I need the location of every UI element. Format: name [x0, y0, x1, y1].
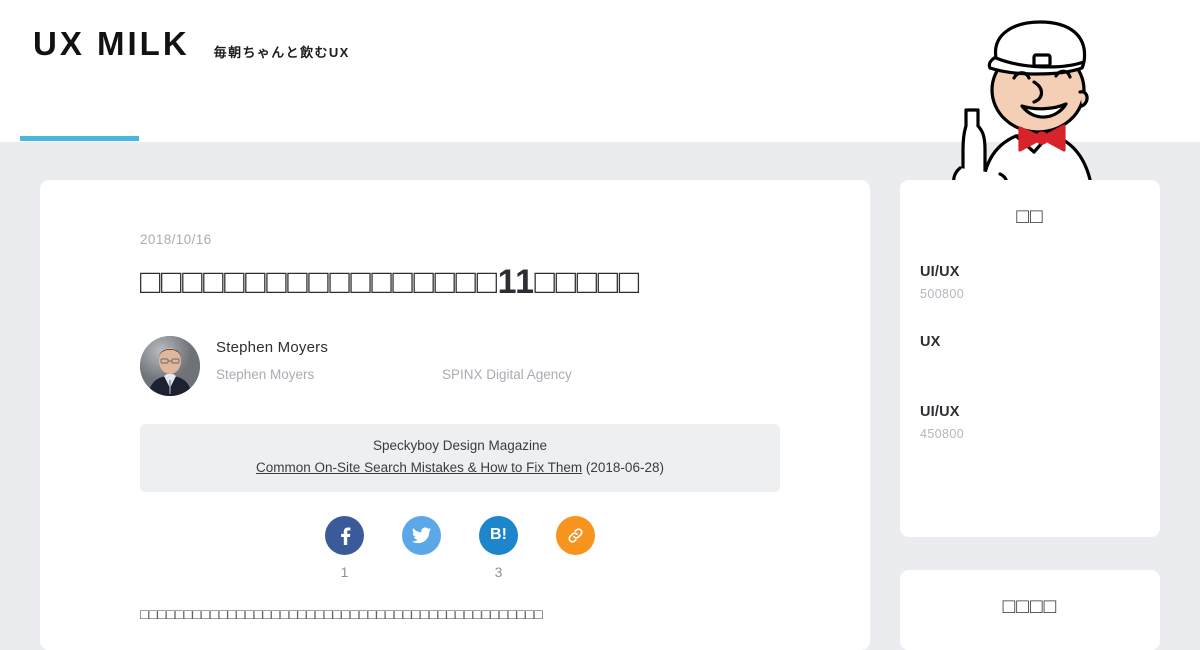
share-buttons: 1 B! 3 [140, 515, 780, 581]
article-card: 2018/10/16 □□□□□□□□□□□□□□□□□11□□□□□ [40, 180, 870, 650]
source-citation-box: Speckyboy Design Magazine Common On-Site… [140, 423, 780, 492]
sidebar-secondary-card: □□□□ [900, 570, 1160, 650]
sidebar-ranking-card: □□ UI/UX 500800 UX UI/UX 450800 [900, 180, 1160, 537]
article-title: □□□□□□□□□□□□□□□□□11□□□□□ [140, 263, 640, 301]
facebook-share-button[interactable] [325, 515, 364, 555]
list-item[interactable]: UI/UX 500800 [920, 264, 1140, 302]
site-header: UX MILK 毎朝ちゃんと飲むUX [0, 0, 1200, 142]
ranking-number: 450800 [920, 427, 965, 441]
twitter-icon [411, 526, 432, 543]
share-item: 1 [325, 515, 364, 581]
hatena-bookmark-icon: B! [490, 526, 507, 544]
twitter-share-button[interactable] [402, 515, 441, 555]
facebook-icon [340, 527, 350, 546]
author-name: Stephen Moyers [216, 338, 329, 356]
site-logo[interactable]: UX MILK 毎朝ちゃんと飲むUX [33, 27, 350, 60]
list-item[interactable]: UI/UX 450800 [920, 404, 1140, 442]
ranking-number [920, 357, 1140, 372]
source-publication: Speckyboy Design Magazine [372, 437, 548, 453]
ranking-tag: UX [920, 334, 941, 350]
ranking-tag: UI/UX [920, 264, 960, 280]
author-organization: SPINX Digital Agency [442, 366, 572, 382]
share-item [402, 515, 441, 581]
facebook-share-count: 1 [340, 563, 349, 580]
hatena-share-button[interactable]: B! [479, 515, 518, 555]
author-block[interactable]: Stephen Moyers Stephen Moyers SPINX Digi… [140, 335, 810, 396]
hatena-share-count: 3 [494, 563, 503, 580]
header-accent-bar [20, 136, 139, 141]
ranking-tag: UI/UX [920, 404, 960, 420]
share-item [556, 515, 595, 581]
share-item: B! 3 [479, 515, 518, 581]
article-date: 2018/10/16 [140, 232, 212, 247]
copy-link-button[interactable] [556, 515, 595, 555]
source-article-date: (2018-06-28) [585, 459, 664, 475]
author-handle: Stephen Moyers [216, 366, 315, 382]
author-avatar [140, 335, 200, 396]
source-article-link[interactable]: Common On-Site Search Mistakes & How to … [256, 459, 583, 475]
sidebar-secondary-title: □□□□ [1002, 595, 1058, 618]
site-logo-text: UX MILK [33, 25, 190, 62]
list-item[interactable]: UX [920, 334, 1140, 372]
sidebar-ranking-list: UI/UX 500800 UX UI/UX 450800 [900, 229, 1160, 442]
ranking-number: 500800 [920, 287, 965, 301]
article-body-paragraph: □□□□□□□□□□□□□□□□□□□□□□□□□□□□□□□□□□□□□□□□… [140, 606, 543, 623]
sidebar-ranking-title: □□ [1016, 205, 1044, 228]
link-chain-icon [568, 527, 583, 543]
site-tagline: 毎朝ちゃんと飲むUX [213, 45, 350, 60]
